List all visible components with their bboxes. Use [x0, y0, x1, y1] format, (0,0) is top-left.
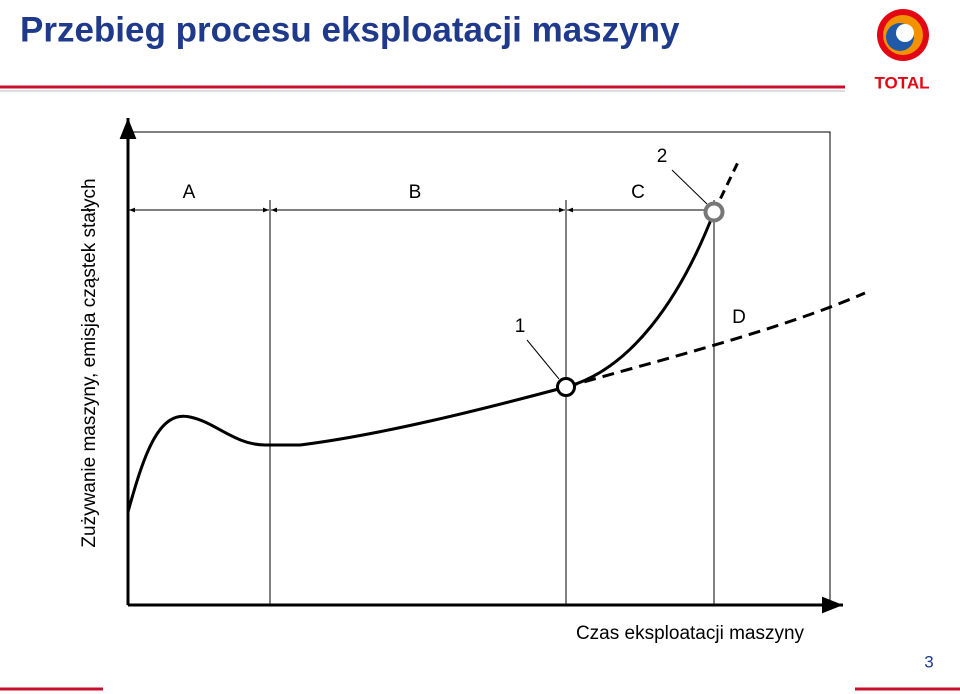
failure-curve	[565, 211, 716, 389]
page-number: 3	[924, 652, 933, 671]
logo-text: TOTAL	[874, 73, 929, 92]
wear-curve	[126, 385, 567, 513]
plot-frame	[127, 131, 831, 606]
leader-line	[671, 169, 708, 205]
point-label: 1	[515, 316, 526, 337]
phase-label: A	[183, 182, 196, 203]
logo: TOTAL	[874, 9, 930, 92]
point-marker	[703, 201, 725, 223]
maintained-curve	[565, 291, 866, 389]
slide-title: Przebieg procesu eksploatacji maszyny	[20, 10, 680, 49]
y-axis-label: Zużywanie maszyny, emisja cząstek stałyc…	[79, 178, 100, 547]
point-label: 2	[657, 146, 668, 167]
x-axis-label: Czas eksploatacji maszyny	[576, 623, 805, 644]
phase-label: B	[409, 182, 422, 203]
failure-curve-extension	[712, 157, 742, 213]
phase-label: C	[631, 182, 645, 203]
point-marker	[556, 377, 576, 397]
phase-dividers	[269, 200, 715, 605]
curve-label: D	[732, 307, 746, 328]
leader-line	[526, 339, 560, 380]
